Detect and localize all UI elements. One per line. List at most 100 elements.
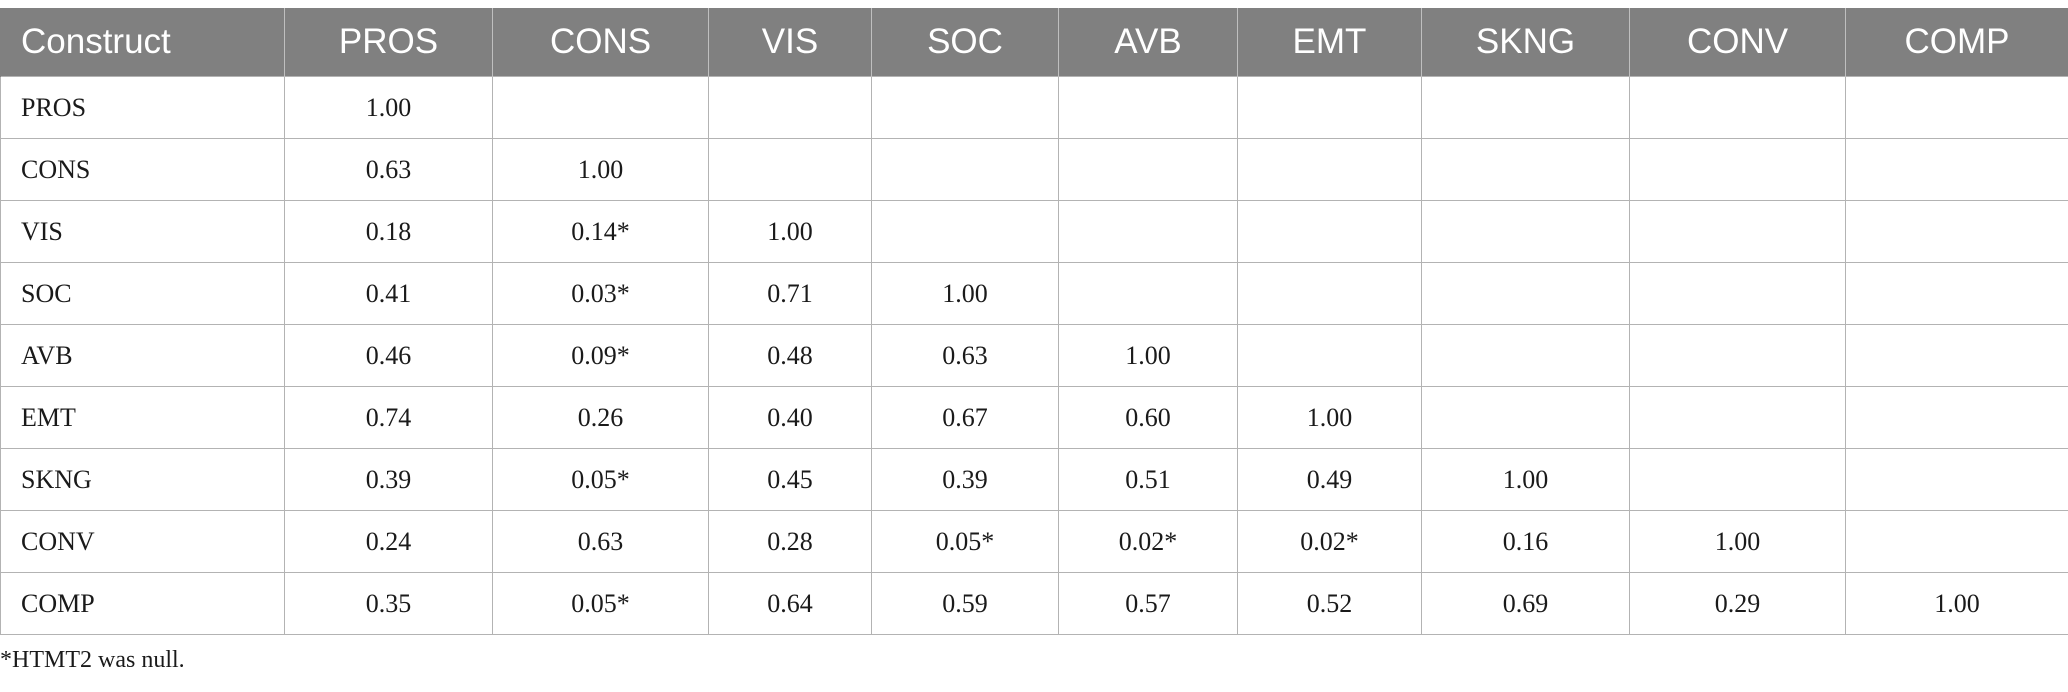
row-label: CONS bbox=[0, 138, 285, 201]
table-cell bbox=[1058, 200, 1238, 263]
row-label: VIS bbox=[0, 200, 285, 263]
table-cell bbox=[1629, 138, 1846, 201]
table-cell: 0.05* bbox=[492, 448, 709, 511]
table-row: PROS 1.00 bbox=[0, 76, 2068, 139]
table-cell bbox=[1421, 76, 1630, 139]
header-row: Construct PROS CONS VIS SOC AVB EMT SKNG CONV COM… bbox=[0, 8, 2068, 77]
table-cell: 0.48 bbox=[708, 324, 872, 387]
table-cell: 1.00 bbox=[708, 200, 872, 263]
column-header-soc: SOC bbox=[871, 8, 1059, 77]
table-cell bbox=[1845, 262, 2068, 325]
row-label: CONV bbox=[0, 510, 285, 573]
table-cell bbox=[1845, 448, 2068, 511]
column-header-construct: Construct bbox=[0, 8, 285, 77]
table-cell: 0.02* bbox=[1237, 510, 1422, 573]
table-row: AVB 0.46 0.09* 0.48 0.63 1.00 bbox=[0, 324, 2068, 387]
table-cell bbox=[1629, 262, 1846, 325]
table-cell bbox=[1845, 76, 2068, 139]
table-cell bbox=[1629, 76, 1846, 139]
table-cell bbox=[1058, 138, 1238, 201]
table-cell bbox=[1629, 324, 1846, 387]
table-cell: 1.00 bbox=[1058, 324, 1238, 387]
table-row: COMP 0.35 0.05* 0.64 0.59 0.57 0.52 0.69 0.29 1.0… bbox=[0, 572, 2068, 635]
table-cell: 0.39 bbox=[871, 448, 1059, 511]
table-cell: 0.46 bbox=[284, 324, 493, 387]
table-cell: 0.05* bbox=[871, 510, 1059, 573]
table-cell bbox=[1421, 200, 1630, 263]
column-header-conv: CONV bbox=[1629, 8, 1846, 77]
row-label: EMT bbox=[0, 386, 285, 449]
column-header-skng: SKNG bbox=[1421, 8, 1630, 77]
table-cell: 0.05* bbox=[492, 572, 709, 635]
table-row: CONS 0.63 1.00 bbox=[0, 138, 2068, 201]
table-cell bbox=[1237, 76, 1422, 139]
table-cell: 0.28 bbox=[708, 510, 872, 573]
table-cell: 0.24 bbox=[284, 510, 493, 573]
table-cell: 0.74 bbox=[284, 386, 493, 449]
table-cell: 0.49 bbox=[1237, 448, 1422, 511]
column-header-avb: AVB bbox=[1058, 8, 1238, 77]
htmt-table-container: Construct PROS CONS VIS SOC AVB EMT SKNG CONV COM… bbox=[0, 8, 2068, 635]
column-header-emt: EMT bbox=[1237, 8, 1422, 77]
table-cell: 0.64 bbox=[708, 572, 872, 635]
table-cell: 0.14* bbox=[492, 200, 709, 263]
table-cell bbox=[1629, 200, 1846, 263]
table-cell: 0.40 bbox=[708, 386, 872, 449]
table-cell: 0.63 bbox=[871, 324, 1059, 387]
row-label: PROS bbox=[0, 76, 285, 139]
table-cell: 0.18 bbox=[284, 200, 493, 263]
table-cell: 1.00 bbox=[871, 262, 1059, 325]
table-row: SKNG 0.39 0.05* 0.45 0.39 0.51 0.49 1.00 bbox=[0, 448, 2068, 511]
table-cell bbox=[1421, 386, 1630, 449]
table-cell bbox=[708, 76, 872, 139]
table-cell bbox=[1421, 324, 1630, 387]
table-cell bbox=[1237, 324, 1422, 387]
table-cell bbox=[1421, 262, 1630, 325]
table-cell bbox=[1237, 262, 1422, 325]
table-cell: 0.57 bbox=[1058, 572, 1238, 635]
table-cell bbox=[1845, 324, 2068, 387]
table-cell bbox=[1845, 138, 2068, 201]
table-cell bbox=[1845, 510, 2068, 573]
column-header-cons: CONS bbox=[492, 8, 709, 77]
row-label: SOC bbox=[0, 262, 285, 325]
table-cell: 0.02* bbox=[1058, 510, 1238, 573]
table-cell bbox=[1058, 76, 1238, 139]
table-cell: 1.00 bbox=[1845, 572, 2068, 635]
column-header-comp: COMP bbox=[1845, 8, 2068, 77]
table-cell bbox=[1629, 448, 1846, 511]
table-cell: 0.60 bbox=[1058, 386, 1238, 449]
table-row: EMT 0.74 0.26 0.40 0.67 0.60 1.00 bbox=[0, 386, 2068, 449]
table-row: SOC 0.41 0.03* 0.71 1.00 bbox=[0, 262, 2068, 325]
table-cell: 0.71 bbox=[708, 262, 872, 325]
row-label: COMP bbox=[0, 572, 285, 635]
table-cell: 0.29 bbox=[1629, 572, 1846, 635]
table-cell bbox=[871, 138, 1059, 201]
table-cell: 0.26 bbox=[492, 386, 709, 449]
table-cell: 0.03* bbox=[492, 262, 709, 325]
table-cell bbox=[1421, 138, 1630, 201]
table-cell bbox=[871, 200, 1059, 263]
table-row: CONV 0.24 0.63 0.28 0.05* 0.02* 0.02* 0.16 1.00 bbox=[0, 510, 2068, 573]
row-label: AVB bbox=[0, 324, 285, 387]
table-row: VIS 0.18 0.14* 1.00 bbox=[0, 200, 2068, 263]
table-cell: 0.45 bbox=[708, 448, 872, 511]
table-cell: 0.39 bbox=[284, 448, 493, 511]
table-cell bbox=[708, 138, 872, 201]
table-cell: 0.69 bbox=[1421, 572, 1630, 635]
table-body: PROS 1.00 CONS 0.63 1.00 VIS 0.18 0.14* 1.00 SOC 0… bbox=[0, 76, 2068, 635]
table-cell bbox=[492, 76, 709, 139]
table-cell: 0.63 bbox=[492, 510, 709, 573]
table-cell: 0.51 bbox=[1058, 448, 1238, 511]
column-header-vis: VIS bbox=[708, 8, 872, 77]
table-cell: 0.52 bbox=[1237, 572, 1422, 635]
table-cell bbox=[871, 76, 1059, 139]
table-cell: 1.00 bbox=[1237, 386, 1422, 449]
table-cell: 0.41 bbox=[284, 262, 493, 325]
table-cell: 1.00 bbox=[284, 76, 493, 139]
table-cell bbox=[1237, 200, 1422, 263]
table-cell: 1.00 bbox=[1421, 448, 1630, 511]
table-cell bbox=[1845, 200, 2068, 263]
table-cell: 0.16 bbox=[1421, 510, 1630, 573]
table-footnote: *HTMT2 was null. bbox=[0, 647, 185, 673]
